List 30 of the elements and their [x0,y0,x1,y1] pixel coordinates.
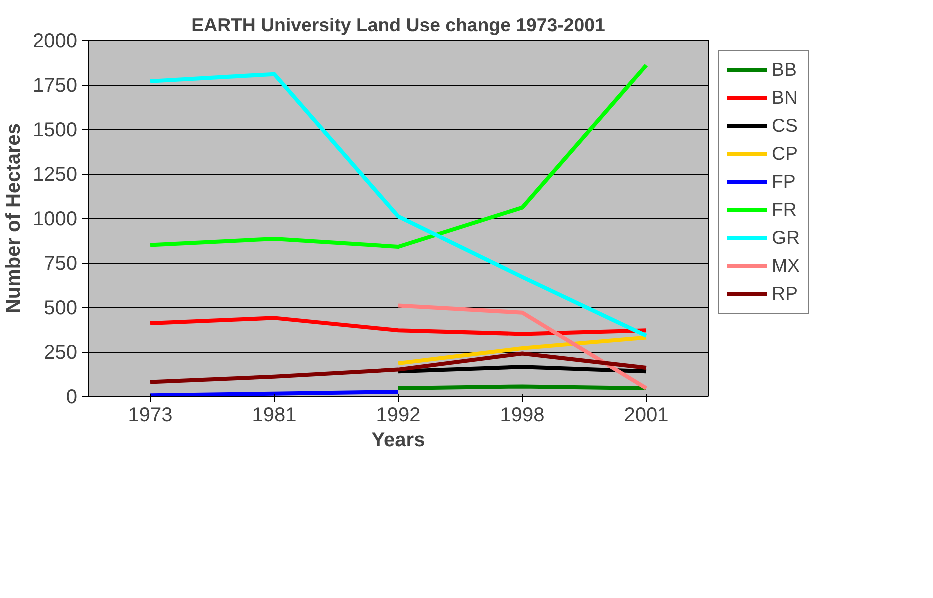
y-tick-label: 1250 [33,164,78,186]
y-tick-label: 1000 [33,208,78,230]
legend-label: FR [772,199,797,221]
x-tick-label: 1998 [500,404,545,426]
legend-label: BB [772,59,797,81]
line-series [148,316,648,336]
y-tick-label: 500 [44,298,78,320]
legend-label: RP [772,283,798,305]
y-tick-label: 1500 [33,120,78,142]
y-axis-title: Number of Hectares [3,123,26,314]
x-tick-label: 1981 [252,404,297,426]
y-tick-label: 750 [44,253,78,275]
legend-label: CS [772,115,798,137]
line-series [148,63,648,249]
x-tick-label: 2001 [624,404,669,426]
chart-title: EARTH University Land Use change 1973-2001 [192,14,606,36]
legend-label: MX [772,255,800,277]
x-axis-title: Years [372,430,426,452]
legend-label: BN [772,87,798,109]
legend-label: CP [772,143,798,165]
line-series [148,352,648,384]
legend-label: FP [772,171,796,193]
y-tick-label: 1750 [33,75,78,97]
line-series [148,72,648,338]
legend-label: GR [772,227,800,249]
x-tick-label: 1973 [128,404,173,426]
y-tick-label: 0 [66,386,78,408]
y-tick-label: 250 [44,342,78,364]
x-tick-label: 1992 [376,404,421,426]
y-tick-label: 2000 [33,30,78,52]
